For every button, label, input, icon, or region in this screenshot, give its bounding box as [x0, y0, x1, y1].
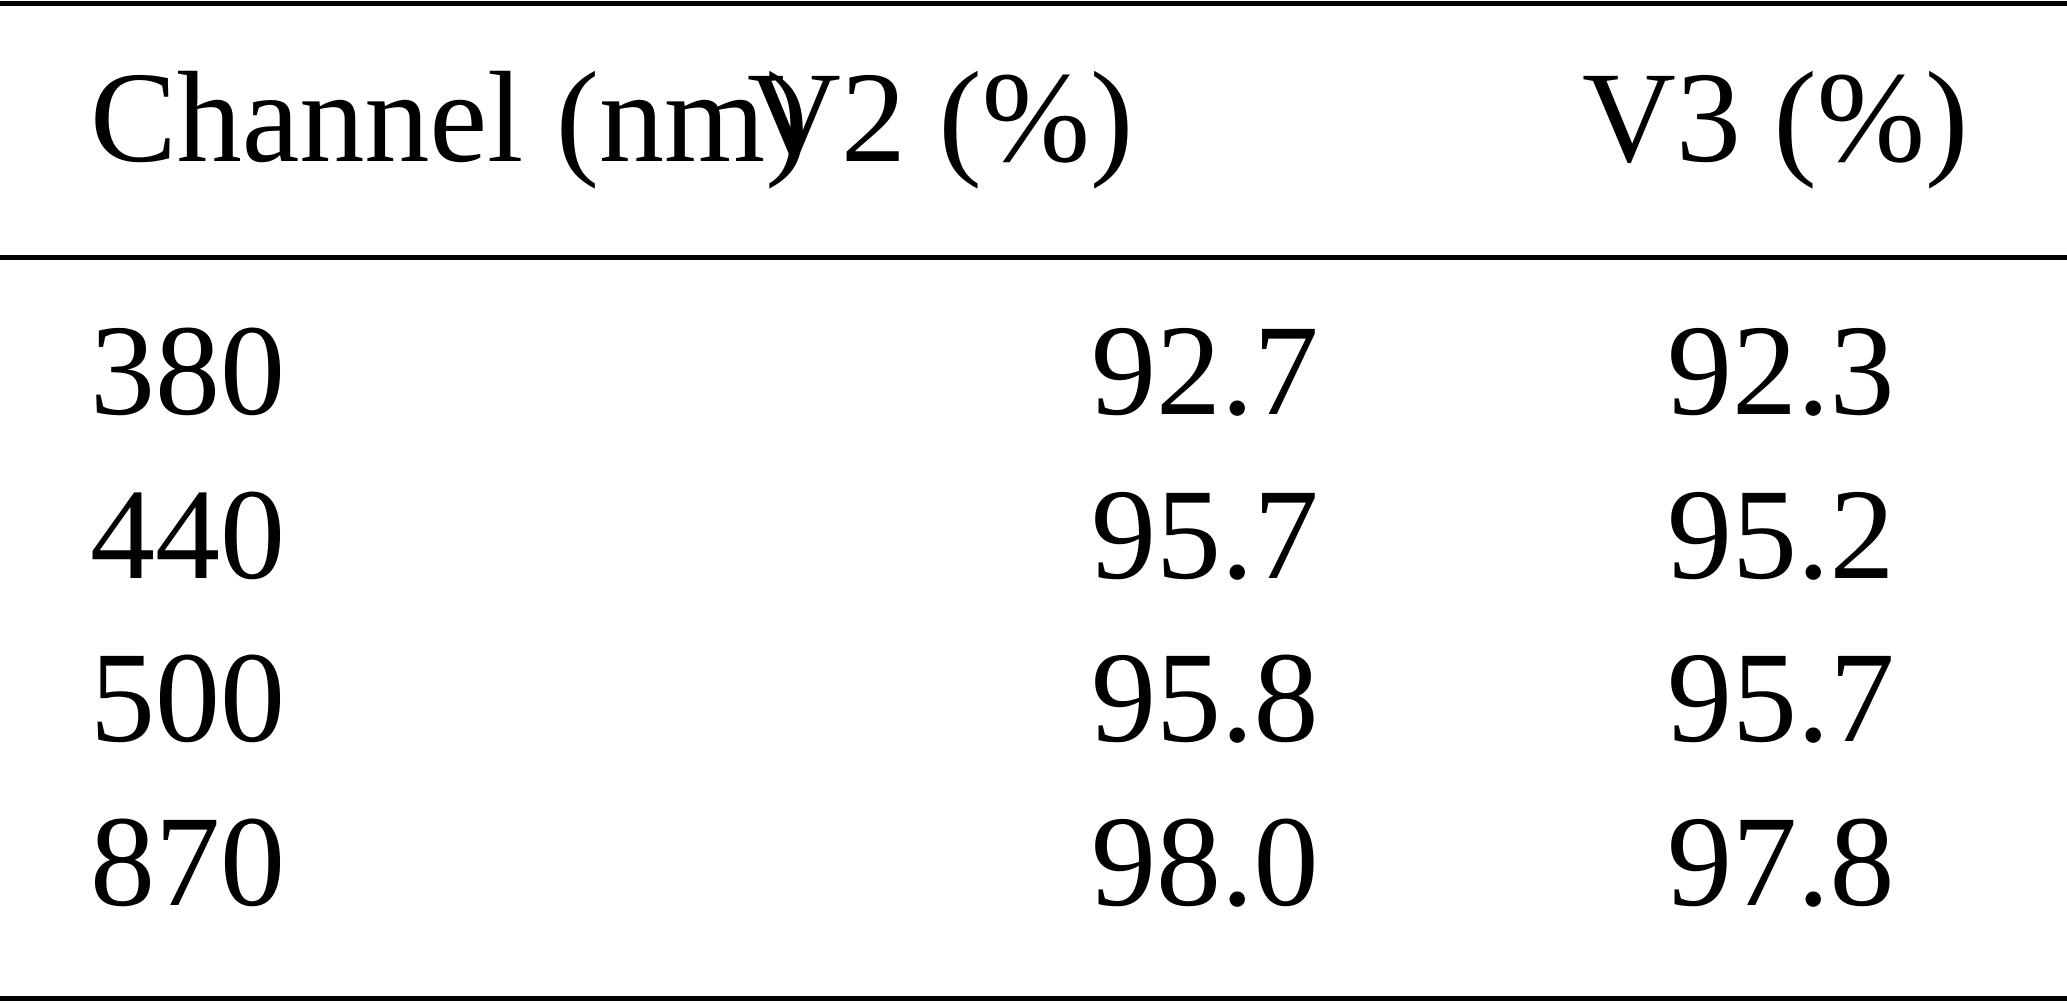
cell-channel: 500 [90, 626, 285, 770]
bottom-rule [0, 996, 2067, 1001]
header-channel: Channel (nm) [90, 46, 809, 190]
header-rule [0, 255, 2067, 260]
cell-v3: 97.8 [1667, 790, 1895, 934]
cell-v2: 95.8 [1091, 626, 1319, 770]
cell-v2: 98.0 [1091, 790, 1319, 934]
cell-channel: 440 [90, 463, 285, 607]
cell-v3: 92.3 [1667, 299, 1895, 443]
cell-v3: 95.2 [1667, 463, 1895, 607]
header-v2: V2 (%) [747, 46, 1134, 190]
header-v3: V3 (%) [1582, 46, 1969, 190]
cell-v3: 95.7 [1667, 626, 1895, 770]
cell-v2: 92.7 [1091, 299, 1319, 443]
cell-channel: 380 [90, 299, 285, 443]
cell-channel: 870 [90, 790, 285, 934]
cell-v2: 95.7 [1091, 463, 1319, 607]
top-rule [0, 1, 2067, 6]
